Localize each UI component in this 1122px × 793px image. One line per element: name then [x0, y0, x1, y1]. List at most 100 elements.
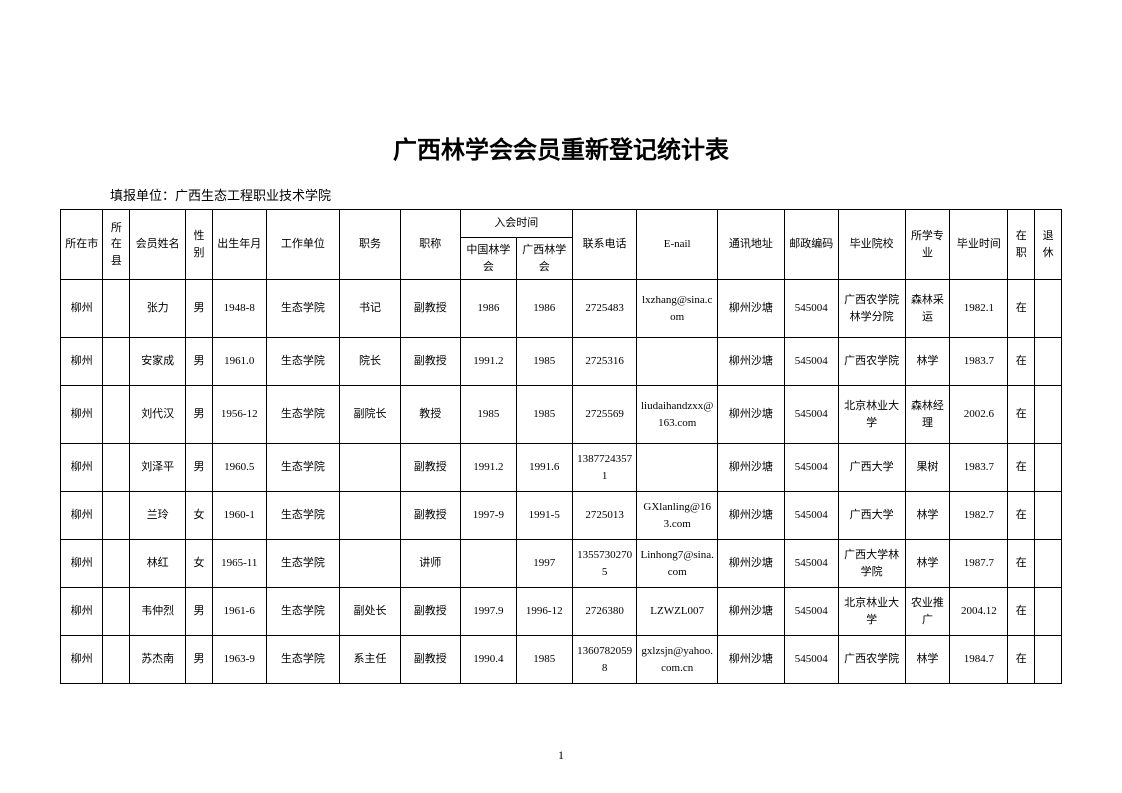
- cell-addr: 柳州沙塘: [717, 386, 784, 444]
- cell-gender: 男: [186, 588, 213, 636]
- cell-position: 书记: [340, 280, 400, 338]
- cell-position: 院长: [340, 338, 400, 386]
- cell-gender: 男: [186, 338, 213, 386]
- cell-working: 在: [1008, 444, 1035, 492]
- cell-grad_time: 1983.7: [950, 444, 1008, 492]
- cell-gender: 男: [186, 386, 213, 444]
- cell-join_china: 1997.9: [460, 588, 516, 636]
- cell-working: 在: [1008, 492, 1035, 540]
- reporting-unit: 填报单位：广西生态工程职业技术学院: [110, 185, 1062, 204]
- cell-join_gx: 1996-12: [516, 588, 572, 636]
- cell-county: [103, 636, 130, 684]
- header-join-gx: 广西林学会: [516, 238, 572, 280]
- cell-unit: 生态学院: [266, 338, 340, 386]
- cell-email: Linhong7@sina.com: [637, 540, 717, 588]
- cell-birth: 1956-12: [212, 386, 266, 444]
- table-row: 柳州安家成男1961.0生态学院院长副教授1991.219852725316柳州…: [61, 338, 1062, 386]
- cell-position: [340, 492, 400, 540]
- cell-working: 在: [1008, 386, 1035, 444]
- cell-title: 副教授: [400, 492, 460, 540]
- cell-unit: 生态学院: [266, 386, 340, 444]
- cell-title: 副教授: [400, 444, 460, 492]
- cell-join_china: 1991.2: [460, 444, 516, 492]
- cell-unit: 生态学院: [266, 588, 340, 636]
- header-birth: 出生年月: [212, 210, 266, 280]
- cell-phone: 2725316: [572, 338, 637, 386]
- cell-title: 副教授: [400, 338, 460, 386]
- cell-email: gxlzsjn@yahoo.com.cn: [637, 636, 717, 684]
- cell-retired: [1035, 540, 1062, 588]
- cell-phone: 2725483: [572, 280, 637, 338]
- cell-phone: 2725569: [572, 386, 637, 444]
- cell-join_gx: 1985: [516, 636, 572, 684]
- cell-position: 副处长: [340, 588, 400, 636]
- header-addr: 通讯地址: [717, 210, 784, 280]
- table-row: 柳州苏杰南男1963-9生态学院系主任副教授1990.4198513607820…: [61, 636, 1062, 684]
- cell-city: 柳州: [61, 280, 103, 338]
- header-retired: 退休: [1035, 210, 1062, 280]
- header-join-china: 中国林学会: [460, 238, 516, 280]
- table-row: 柳州林红女1965-11生态学院讲师199713557302705Linhong…: [61, 540, 1062, 588]
- header-working: 在职: [1008, 210, 1035, 280]
- cell-email: GXlanling@163.com: [637, 492, 717, 540]
- document-title: 广西林学会会员重新登记统计表: [60, 130, 1062, 165]
- cell-postal: 545004: [784, 338, 838, 386]
- cell-school: 北京林业大学: [838, 588, 905, 636]
- cell-title: 副教授: [400, 588, 460, 636]
- cell-working: 在: [1008, 338, 1035, 386]
- cell-join_china: 1997-9: [460, 492, 516, 540]
- page-number: 1: [558, 748, 564, 763]
- cell-email: liudaihandzxx@163.com: [637, 386, 717, 444]
- cell-addr: 柳州沙塘: [717, 540, 784, 588]
- cell-working: 在: [1008, 588, 1035, 636]
- cell-birth: 1948-8: [212, 280, 266, 338]
- cell-postal: 545004: [784, 636, 838, 684]
- cell-email: lxzhang@sina.com: [637, 280, 717, 338]
- header-school: 毕业院校: [838, 210, 905, 280]
- cell-join_gx: 1985: [516, 338, 572, 386]
- cell-position: [340, 444, 400, 492]
- header-position: 职务: [340, 210, 400, 280]
- table-row: 柳州张力男1948-8生态学院书记副教授198619862725483lxzha…: [61, 280, 1062, 338]
- cell-retired: [1035, 492, 1062, 540]
- cell-unit: 生态学院: [266, 492, 340, 540]
- cell-position: [340, 540, 400, 588]
- member-table: 所在市 所在县 会员姓名 性别 出生年月 工作单位 职务 职称 入会时间 联系电…: [60, 209, 1062, 684]
- cell-working: 在: [1008, 540, 1035, 588]
- cell-join_gx: 1991-5: [516, 492, 572, 540]
- cell-birth: 1963-9: [212, 636, 266, 684]
- cell-name: 韦仲烈: [130, 588, 186, 636]
- cell-major: 农业推广: [905, 588, 950, 636]
- header-phone: 联系电话: [572, 210, 637, 280]
- cell-retired: [1035, 588, 1062, 636]
- cell-working: 在: [1008, 280, 1035, 338]
- cell-position: 系主任: [340, 636, 400, 684]
- cell-county: [103, 588, 130, 636]
- cell-city: 柳州: [61, 540, 103, 588]
- cell-major: 林学: [905, 338, 950, 386]
- cell-county: [103, 540, 130, 588]
- cell-county: [103, 492, 130, 540]
- cell-city: 柳州: [61, 588, 103, 636]
- cell-school: 广西大学: [838, 444, 905, 492]
- cell-gender: 女: [186, 540, 213, 588]
- cell-name: 张力: [130, 280, 186, 338]
- cell-title: 副教授: [400, 280, 460, 338]
- cell-name: 刘代汉: [130, 386, 186, 444]
- header-city: 所在市: [61, 210, 103, 280]
- table-row: 柳州韦仲烈男1961-6生态学院副处长副教授1997.91996-1227263…: [61, 588, 1062, 636]
- cell-title: 副教授: [400, 636, 460, 684]
- cell-birth: 1961-6: [212, 588, 266, 636]
- cell-major: 林学: [905, 636, 950, 684]
- cell-phone: 13607820598: [572, 636, 637, 684]
- cell-email: [637, 444, 717, 492]
- cell-gender: 女: [186, 492, 213, 540]
- cell-major: 林学: [905, 492, 950, 540]
- cell-grad_time: 1983.7: [950, 338, 1008, 386]
- cell-grad_time: 2004.12: [950, 588, 1008, 636]
- cell-school: 广西农学院: [838, 338, 905, 386]
- cell-school: 广西大学: [838, 492, 905, 540]
- cell-retired: [1035, 386, 1062, 444]
- cell-postal: 545004: [784, 492, 838, 540]
- cell-grad_time: 2002.6: [950, 386, 1008, 444]
